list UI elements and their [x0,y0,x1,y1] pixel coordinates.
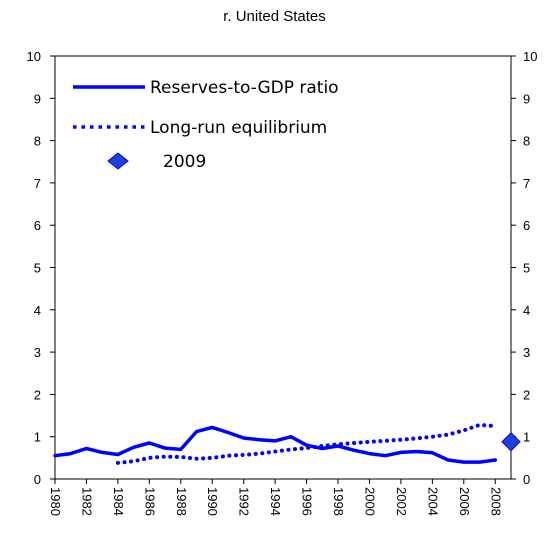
left-y-tick-label: 7 [34,176,41,191]
right-y-tick-label: 5 [523,261,530,276]
left-y-tick-label: 0 [34,472,41,487]
right-y-tick-label: 2 [523,387,530,402]
legend-swatch-2009-marker [107,152,129,170]
x-tick-label: 1998 [331,487,346,516]
left-y-tick-label: 5 [34,261,41,276]
x-tick-label: 1996 [300,487,315,516]
legend-label-2009: 2009 [163,152,206,172]
x-tick-label: 2006 [457,487,472,516]
right-y-axis-ticks: 0 1 2 3 4 5 6 7 8 9 10 [511,49,537,487]
x-tick-label: 1984 [111,487,126,516]
series-line-long-run-equilibrium [115,422,498,465]
left-y-axis-ticks: 0 1 2 3 4 5 6 7 8 9 10 [27,49,55,487]
chart-title: r. United States [223,8,326,25]
right-y-tick-label: 4 [523,303,530,318]
right-y-tick-label: 1 [523,430,530,445]
left-y-tick-label: 9 [34,91,41,106]
x-tick-label: 2004 [425,487,440,516]
right-y-tick-label: 9 [523,91,530,106]
left-y-tick-label: 6 [34,218,41,233]
left-y-tick-label: 1 [34,430,41,445]
legend: Reserves-to-GDP ratio Long-run equilibri… [73,78,339,172]
right-y-tick-label: 3 [523,345,530,360]
legend-label-reserves: Reserves-to-GDP ratio [150,78,339,98]
x-tick-label: 2008 [488,487,503,516]
left-y-tick-label: 8 [34,134,41,149]
right-y-tick-label: 7 [523,176,530,191]
x-tick-label: 1988 [174,487,189,516]
marker-2009 [501,432,521,452]
left-y-tick-label: 10 [27,49,41,64]
series-layer [53,422,521,465]
x-tick-label: 1990 [205,487,220,516]
right-y-tick-label: 6 [523,218,530,233]
left-y-tick-label: 2 [34,387,41,402]
x-tick-label: 2000 [362,487,377,516]
x-axis-ticks: 1980 1982 1984 1986 1988 1990 1992 1994 1996 1998… [48,479,503,516]
series-line-reserves-to-gdp [53,425,498,464]
x-tick-label: 1980 [48,487,63,516]
x-tick-label: 1986 [142,487,157,516]
x-tick-label: 2002 [394,487,409,516]
right-y-tick-label: 0 [523,472,530,487]
x-tick-label: 1992 [237,487,252,516]
right-y-tick-label: 8 [523,134,530,149]
legend-label-equilibrium: Long-run equilibrium [150,118,327,138]
x-tick-label: 1982 [79,487,94,516]
left-y-tick-label: 3 [34,345,41,360]
x-tick-label: 1994 [268,487,283,516]
right-y-tick-label: 10 [523,49,537,64]
left-y-tick-label: 4 [34,303,41,318]
